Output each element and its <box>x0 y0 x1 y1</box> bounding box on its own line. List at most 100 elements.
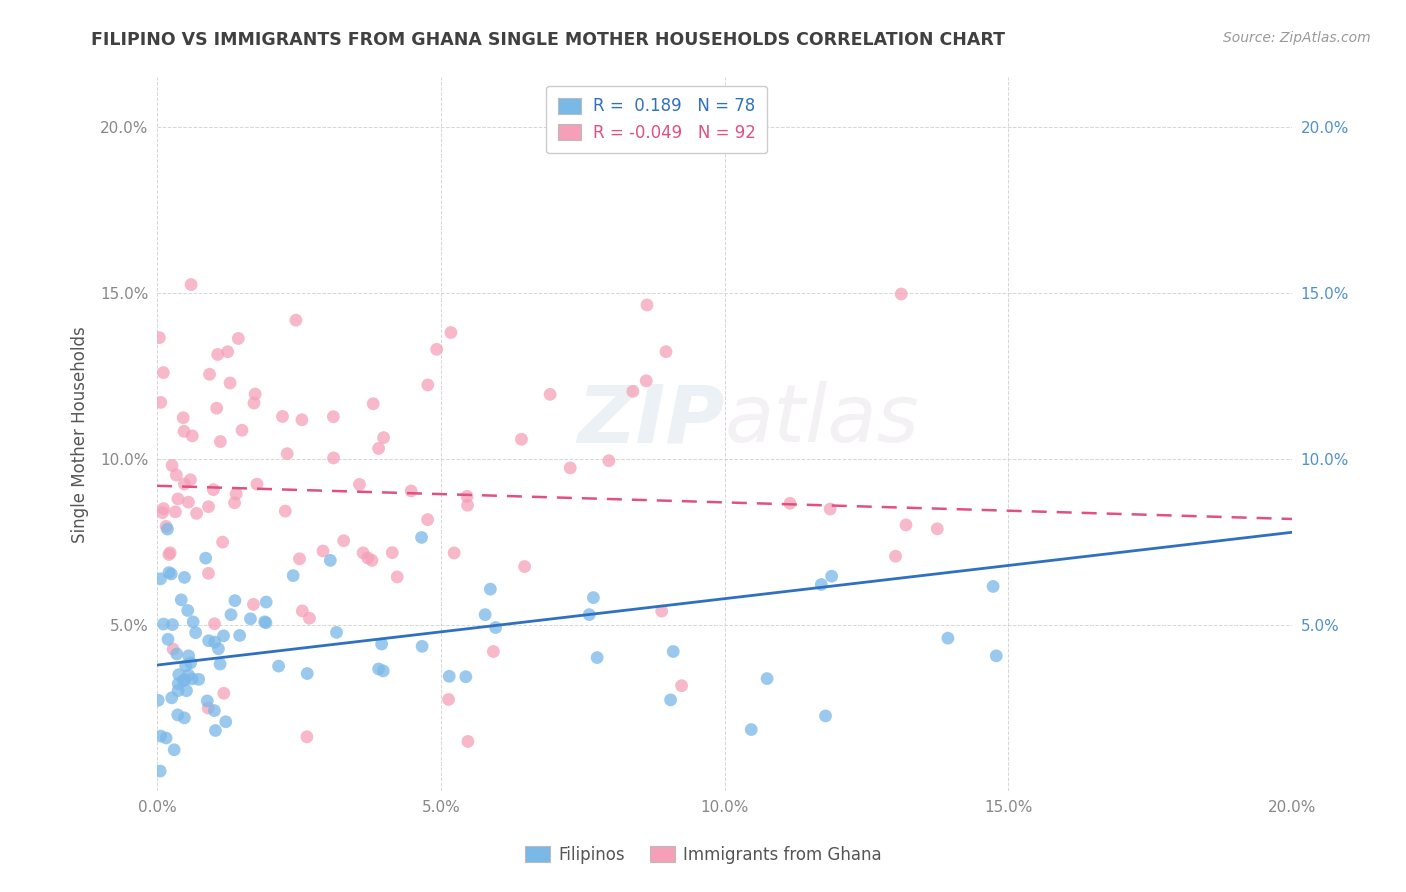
Point <box>361 397 384 411</box>
Point <box>936 631 959 645</box>
Point <box>165 505 187 519</box>
Point <box>332 533 354 548</box>
Point <box>212 629 235 643</box>
Point <box>184 625 207 640</box>
Point <box>217 344 239 359</box>
Point <box>671 679 693 693</box>
Y-axis label: Single Mother Households: Single Mother Households <box>72 326 89 542</box>
Point <box>560 461 582 475</box>
Point <box>173 570 195 584</box>
Point <box>204 723 226 738</box>
Point <box>186 507 208 521</box>
Point <box>981 579 1004 593</box>
Point <box>598 453 620 467</box>
Point <box>538 387 561 401</box>
Point <box>239 612 262 626</box>
Point <box>167 676 190 690</box>
Point <box>179 473 201 487</box>
Point <box>367 662 389 676</box>
Point <box>224 593 246 607</box>
Point <box>457 734 479 748</box>
Point <box>181 429 204 443</box>
Point <box>181 672 204 686</box>
Point <box>586 650 609 665</box>
Point <box>197 566 219 581</box>
Point <box>513 559 536 574</box>
Point <box>173 425 195 439</box>
Point <box>399 483 422 498</box>
Point <box>927 522 949 536</box>
Point <box>381 546 404 560</box>
Point <box>149 764 172 778</box>
Point <box>148 693 170 707</box>
Point <box>456 489 478 503</box>
Point <box>176 603 198 617</box>
Point <box>322 409 344 424</box>
Point <box>215 714 238 729</box>
Point <box>224 496 246 510</box>
Point <box>152 506 174 520</box>
Point <box>195 694 218 708</box>
Point <box>267 659 290 673</box>
Point <box>890 287 912 301</box>
Point <box>411 530 433 544</box>
Point <box>510 432 533 446</box>
Point <box>149 572 172 586</box>
Point <box>621 384 644 399</box>
Point <box>219 376 242 390</box>
Point <box>209 434 232 449</box>
Point <box>437 692 460 706</box>
Point <box>156 632 179 647</box>
Point <box>166 647 188 661</box>
Point <box>152 501 174 516</box>
Point <box>174 659 197 673</box>
Point <box>298 611 321 625</box>
Point <box>160 566 183 581</box>
Point <box>325 625 347 640</box>
Point <box>283 568 305 582</box>
Point <box>176 683 198 698</box>
Point <box>370 637 392 651</box>
Point <box>779 496 801 510</box>
Point <box>162 642 184 657</box>
Point <box>367 442 389 456</box>
Point <box>485 621 508 635</box>
Point <box>578 607 600 622</box>
Point <box>204 616 226 631</box>
Point <box>361 553 384 567</box>
Point <box>170 592 193 607</box>
Point <box>155 519 177 533</box>
Point <box>482 644 505 658</box>
Point <box>443 546 465 560</box>
Point <box>162 617 184 632</box>
Point <box>352 546 374 560</box>
Point <box>228 628 250 642</box>
Point <box>814 709 837 723</box>
Point <box>254 615 277 630</box>
Point <box>479 582 502 596</box>
Point <box>225 487 247 501</box>
Point <box>276 447 298 461</box>
Point <box>411 640 433 654</box>
Legend: R =  0.189   N = 78, R = -0.049   N = 92: R = 0.189 N = 78, R = -0.049 N = 92 <box>546 86 768 153</box>
Point <box>198 368 221 382</box>
Text: FILIPINO VS IMMIGRANTS FROM GHANA SINGLE MOTHER HOUSEHOLDS CORRELATION CHART: FILIPINO VS IMMIGRANTS FROM GHANA SINGLE… <box>91 31 1005 49</box>
Point <box>810 577 832 591</box>
Point <box>204 635 226 649</box>
Point <box>651 604 673 618</box>
Point <box>284 313 307 327</box>
Point <box>242 598 264 612</box>
Point <box>219 607 242 622</box>
Point <box>149 395 172 409</box>
Point <box>655 344 678 359</box>
Text: Source: ZipAtlas.com: Source: ZipAtlas.com <box>1223 31 1371 45</box>
Point <box>172 673 194 688</box>
Point <box>209 657 232 671</box>
Point <box>295 730 318 744</box>
Point <box>181 615 204 629</box>
Point <box>387 570 409 584</box>
Point <box>636 374 658 388</box>
Point <box>165 468 187 483</box>
Point <box>416 378 439 392</box>
Point <box>312 544 335 558</box>
